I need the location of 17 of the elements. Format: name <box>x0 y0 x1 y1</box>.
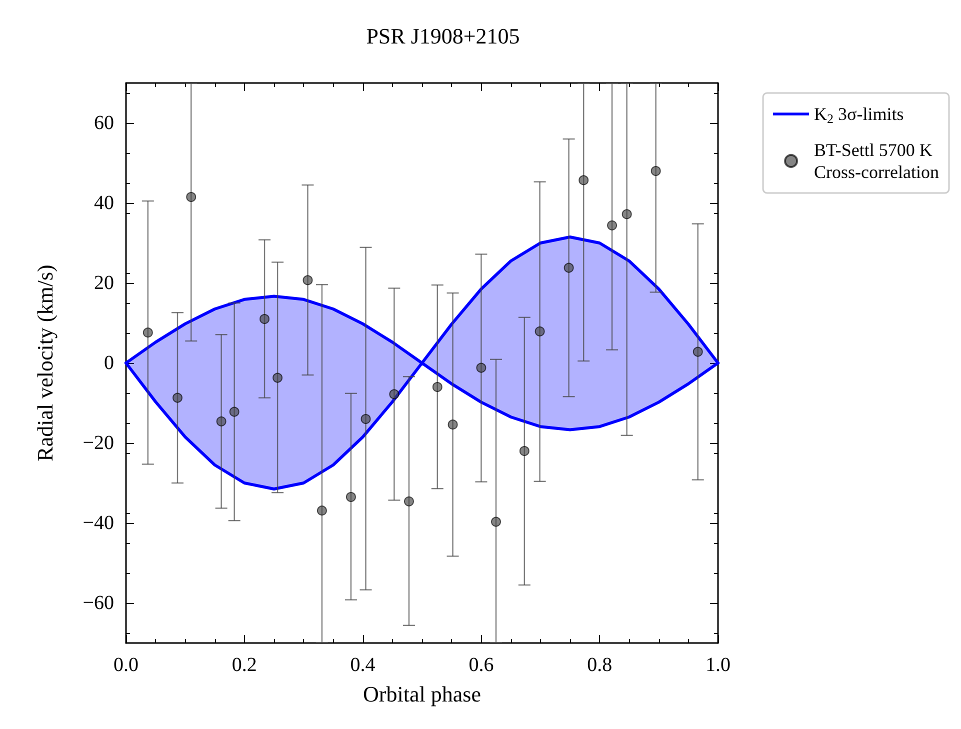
y-axis-title: Radial velocity (km/s) <box>32 264 58 462</box>
y-tick-label: −60 <box>82 592 114 614</box>
x-axis-title: Orbital phase <box>363 682 481 706</box>
legend-label: BT-Settl 5700 K Cross-correlation <box>814 140 940 182</box>
y-tick-label: 40 <box>94 192 114 214</box>
y-tick-label: −40 <box>82 512 114 534</box>
x-tick-label: 0.8 <box>587 654 612 676</box>
chart-title: PSR J1908+2105 <box>366 24 520 48</box>
x-tick-label: 0.2 <box>232 654 257 676</box>
x-tick-label: 0.4 <box>350 654 376 676</box>
x-tick-label: 0.6 <box>468 654 494 676</box>
x-tick-label: 1.0 <box>706 654 730 676</box>
y-tick-label: 0 <box>104 352 114 374</box>
y-tick-label: 20 <box>94 272 114 294</box>
y-tick-label: −20 <box>82 432 114 454</box>
x-tick-label: 0.0 <box>114 654 138 676</box>
y-tick-label: 60 <box>94 112 114 134</box>
